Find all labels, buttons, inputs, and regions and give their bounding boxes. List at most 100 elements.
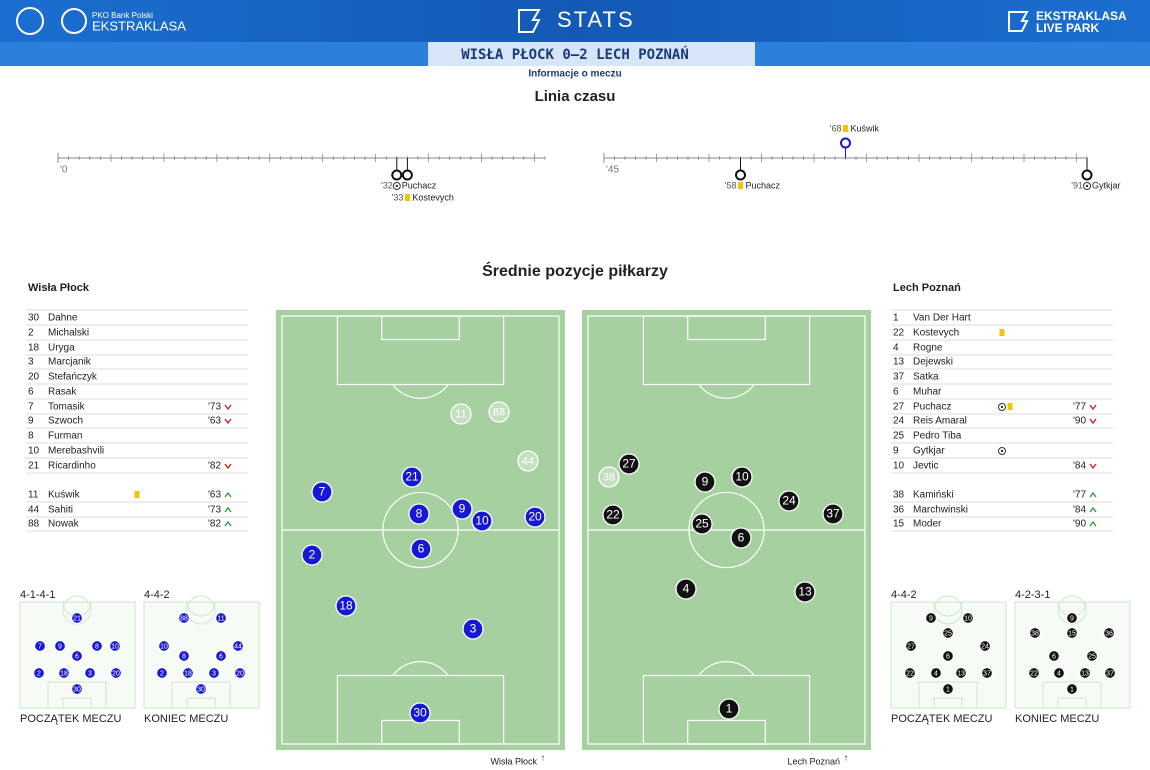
- player-dot-number: 3: [212, 670, 216, 677]
- pitch-line: [687, 315, 766, 341]
- player-number: 8: [28, 431, 34, 442]
- sub-minute: '84: [1073, 505, 1086, 516]
- player-dot-number: 88: [180, 615, 188, 622]
- player-dot: [409, 702, 431, 724]
- player-name: Van Der Hart: [913, 313, 971, 324]
- formation-name: 4-1-4-1: [20, 589, 55, 601]
- live-park-1: EKSTRAKLASA: [1036, 9, 1127, 23]
- goal-icon-dot: [1000, 449, 1004, 453]
- player-dot-number: 9: [1070, 615, 1074, 622]
- match-info[interactable]: Informacje o meczu: [528, 69, 621, 80]
- player-dot: [70, 611, 84, 625]
- player-dot: [207, 666, 221, 680]
- event-minute: '32: [381, 180, 393, 190]
- player-dot-number: 1: [1070, 686, 1074, 693]
- player-dot: [33, 639, 47, 653]
- mini-pitch-line: [186, 697, 216, 709]
- player-number: 21: [28, 461, 40, 472]
- player-number: 30: [28, 313, 40, 324]
- player-number: 13: [893, 357, 905, 368]
- header-bar: [0, 0, 1150, 42]
- player-number: 38: [893, 490, 905, 501]
- player-dot: [941, 649, 955, 663]
- sub-minute: '77: [1073, 490, 1086, 501]
- player-dot: [924, 611, 938, 625]
- player-dot-number: 11: [217, 615, 224, 622]
- player-dot: [335, 595, 357, 617]
- event-player: Puchacz: [402, 180, 437, 190]
- yellow-card: [134, 491, 140, 498]
- pitch-line: [687, 719, 766, 745]
- player-name: Furman: [48, 431, 82, 442]
- player-name: Moder: [913, 519, 942, 530]
- player-dot: [1103, 666, 1117, 680]
- player-dot: [155, 666, 169, 680]
- pitch-line: [392, 661, 449, 676]
- player-dot: [311, 481, 333, 503]
- player-dot: [822, 503, 844, 525]
- player-name: Stefańczyk: [48, 372, 98, 383]
- player-dot: [109, 666, 123, 680]
- player-number: 2: [28, 328, 34, 339]
- player-dot: [1078, 666, 1092, 680]
- player-dot-number: 2: [309, 548, 316, 562]
- player-dot-number: 25: [1088, 653, 1096, 660]
- sub-minute: '73: [208, 505, 221, 516]
- player-dot: [941, 626, 955, 640]
- player-dot-number: 4: [934, 670, 938, 677]
- player-number: 22: [893, 328, 905, 339]
- timeline-start-label: '0: [60, 165, 68, 176]
- player-dot-number: 6: [1052, 653, 1056, 660]
- player-number: 1: [893, 313, 899, 324]
- player-dot: [929, 666, 943, 680]
- event-pin: [735, 169, 746, 181]
- player-dot-number: 25: [944, 630, 952, 637]
- player-dot-number: 37: [826, 507, 840, 521]
- formation-name: 4-4-2: [144, 589, 170, 601]
- player-dot-number: 22: [606, 508, 620, 522]
- goal-icon-dot: [1000, 405, 1004, 409]
- player-dot-number: 37: [983, 670, 991, 677]
- player-dot: [53, 639, 67, 653]
- player-dot: [731, 466, 753, 488]
- player-name: Marchwinski: [913, 505, 968, 516]
- player-dot-number: 8: [95, 643, 99, 650]
- event-minute: '58: [725, 180, 737, 190]
- player-dot-number: 2: [160, 670, 164, 677]
- pitch-line: [381, 315, 460, 341]
- player-number: 36: [893, 505, 905, 516]
- player-dot: [471, 510, 493, 532]
- player-name: Gytkjar: [913, 446, 945, 457]
- player-dot-number: 6: [75, 653, 79, 660]
- player-name: Satka: [913, 372, 939, 383]
- player-dot-number: 4: [683, 582, 690, 596]
- player-number: 37: [893, 372, 905, 383]
- formation-caption: POCZĄTEK MECZU: [20, 713, 122, 725]
- positions-title: Średnie pozycje piłkarzy: [482, 261, 668, 280]
- player-dot-number: 4: [1057, 670, 1061, 677]
- player-dot-number: 27: [907, 643, 915, 650]
- player-dot-number: 9: [58, 643, 62, 650]
- player-number: 3: [28, 357, 34, 368]
- timeline-start-label: '45: [606, 165, 619, 176]
- player-dot: [214, 649, 228, 663]
- mini-pitch-line: [62, 697, 92, 709]
- player-dot: [177, 611, 191, 625]
- match-title: WISŁA PŁOCK 0–2 LECH POZNAŃ: [461, 45, 689, 63]
- match-box: [428, 42, 755, 66]
- player-dot-number: 36: [1105, 630, 1113, 637]
- formation-caption: POCZĄTEK MECZU: [891, 713, 993, 725]
- player-dot: [1085, 649, 1099, 663]
- player-dot: [903, 666, 917, 680]
- player-dot: [694, 471, 716, 493]
- sub-minute: '90: [1073, 519, 1086, 530]
- player-dot-number: 6: [219, 653, 223, 660]
- pitch-team-label: Lech Poznań: [787, 756, 840, 766]
- pitch-team-label: Wisła Płock: [490, 756, 537, 766]
- player-dot: [90, 639, 104, 653]
- stats-logo: [518, 9, 541, 33]
- player-dot-number: 9: [929, 615, 933, 622]
- player-dot: [675, 578, 697, 600]
- mini-pitch-line: [186, 601, 216, 617]
- player-dot-number: 13: [798, 585, 812, 599]
